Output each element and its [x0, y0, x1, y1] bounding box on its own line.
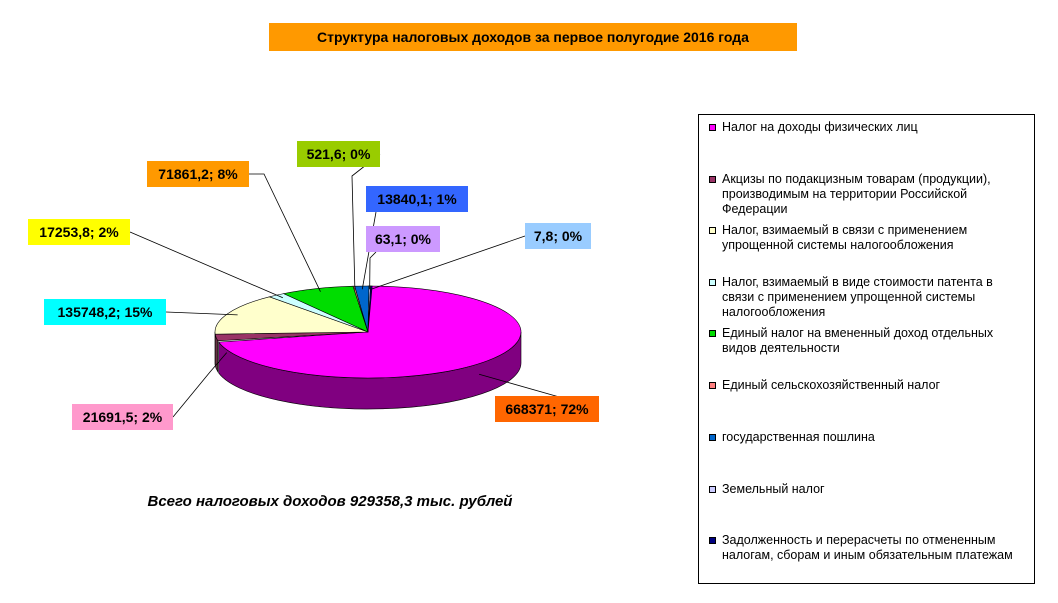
data-label-box-3	[28, 219, 130, 245]
data-label-text-8: 7,8; 0%	[534, 228, 583, 244]
leader-line-4	[249, 173, 321, 292]
pie-slice-0	[218, 285, 522, 379]
data-label-text-5: 521,6; 0%	[307, 146, 371, 162]
leader-line-8	[371, 235, 526, 290]
leader-line-7	[369, 251, 377, 290]
data-label-box-0	[495, 396, 599, 422]
legend-label-5: Единый сельскохозяйственный налог	[722, 378, 941, 392]
data-label-box-1	[72, 404, 173, 430]
data-label-3: 17253,8; 2%	[28, 219, 130, 245]
legend-swatch-3	[709, 279, 716, 286]
legend-swatch-5	[709, 382, 716, 389]
data-label-8: 7,8; 0%	[525, 223, 591, 249]
legend-swatch-0	[709, 124, 716, 131]
total-caption: Всего налоговых доходов 929358,3 тыс. ру…	[147, 493, 513, 510]
pie-slices	[214, 285, 522, 379]
chart-title: Структура налоговых доходов за первое по…	[269, 23, 797, 51]
legend-swatch-7	[709, 486, 716, 493]
legend-swatch-4	[709, 330, 716, 337]
data-label-4: 71861,2; 8%	[147, 161, 249, 187]
leader-line-1	[172, 352, 228, 418]
data-label-box-2	[44, 299, 166, 325]
leader-line-3	[129, 231, 283, 299]
pie-slice-2	[214, 296, 369, 335]
legend-label-6: государственная пошлина	[722, 430, 875, 444]
legend-label-7: Земельный налог	[722, 482, 825, 496]
data-label-box-4	[147, 161, 249, 187]
data-label-text-7: 63,1; 0%	[375, 231, 432, 247]
data-label-0: 668371; 72%	[495, 396, 599, 422]
legend-label-3: Налог, взимаемый в виде стоимости патент…	[722, 275, 993, 319]
data-label-text-4: 71861,2; 8%	[158, 166, 238, 182]
legend-label-2: Налог, взимаемый в связи с применением у…	[722, 223, 968, 252]
data-label-text-2: 135748,2; 15%	[58, 304, 154, 320]
legend-swatch-6	[709, 434, 716, 441]
data-label-text-0: 668371; 72%	[505, 401, 589, 417]
data-labels: 668371; 72% 21691,5; 2% 135748,2; 15% 17253…	[28, 141, 599, 430]
data-label-1: 21691,5; 2%	[72, 404, 173, 430]
pie-slice-8	[367, 285, 373, 333]
data-label-box-8	[525, 223, 591, 249]
data-label-text-6: 13840,1; 1%	[377, 191, 457, 207]
legend-label-4: Единый налог на вмененный доход отдельны…	[722, 326, 994, 355]
legend: Налог на доходы физических лиц Акцизы по …	[698, 114, 1035, 584]
data-label-box-6	[366, 186, 468, 212]
legend-label-1: Акцизы по подакцизным товарам (продукции…	[722, 172, 991, 216]
data-label-5: 521,6; 0%	[297, 141, 380, 167]
data-label-text-3: 17253,8; 2%	[39, 224, 119, 240]
data-label-6: 13840,1; 1%	[366, 186, 468, 212]
legend-swatch-1	[709, 176, 716, 183]
data-label-text-1: 21691,5; 2%	[83, 409, 163, 425]
data-label-2: 135748,2; 15%	[44, 299, 166, 325]
legend-swatch-2	[709, 227, 716, 234]
legend-swatch-8	[709, 537, 716, 544]
legend-label-0: Налог на доходы физических лиц	[722, 120, 918, 134]
leader-line-2	[165, 311, 238, 316]
legend-label-8: Задолженность и перерасчеты по отмененны…	[722, 533, 1013, 562]
data-label-7: 63,1; 0%	[366, 226, 440, 252]
data-label-box-7	[366, 226, 440, 252]
data-label-box-5	[297, 141, 380, 167]
